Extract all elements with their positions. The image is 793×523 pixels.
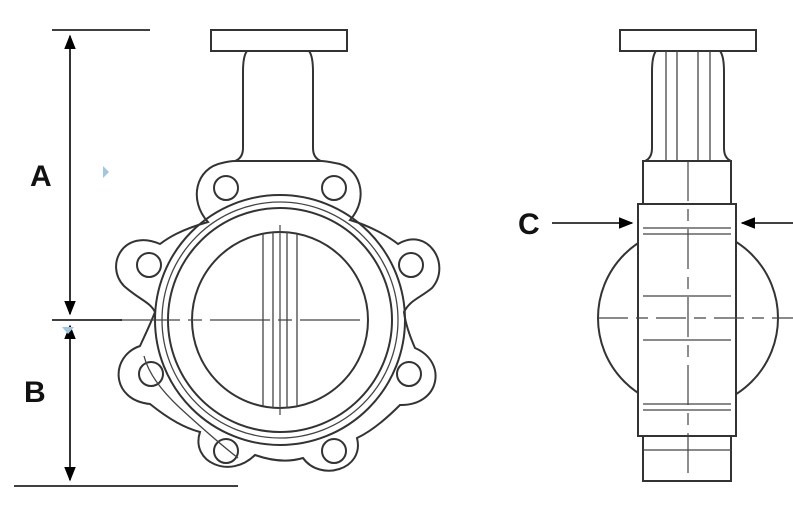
side-body-face xyxy=(637,203,737,437)
bolt-hole xyxy=(321,175,347,201)
side-top-flange xyxy=(619,29,757,52)
side-view xyxy=(597,29,793,482)
bolt-hole xyxy=(138,361,164,387)
dimension-a-label: A xyxy=(30,160,52,193)
accent-marker xyxy=(103,166,109,178)
bolt-hole xyxy=(396,361,422,387)
accent-marker xyxy=(62,327,74,334)
bolt-hole xyxy=(213,175,239,201)
dimension-c-label: C xyxy=(518,208,540,241)
bolt-hole xyxy=(398,252,424,278)
lug-body-outline xyxy=(115,160,441,472)
dimension-lines xyxy=(14,29,238,487)
dimension-b-label: B xyxy=(24,376,46,409)
bolt-hole xyxy=(136,252,162,278)
leader-curve xyxy=(143,355,239,459)
side-neck xyxy=(644,50,732,162)
stem-neck xyxy=(234,50,322,162)
bolt-hole xyxy=(213,438,239,464)
bolt-hole xyxy=(321,438,347,464)
top-flange xyxy=(210,29,348,52)
side-body-details xyxy=(643,227,731,451)
front-view xyxy=(115,29,441,472)
side-neck-lines xyxy=(665,51,711,161)
